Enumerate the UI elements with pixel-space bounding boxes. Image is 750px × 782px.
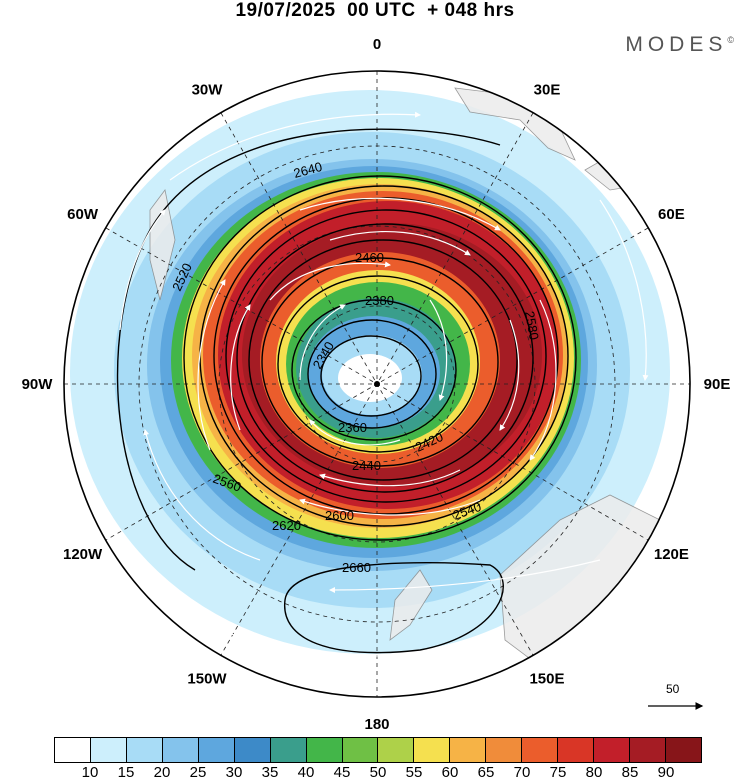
contour-label: 2360	[338, 420, 367, 435]
longitude-label: 120W	[63, 546, 103, 563]
shade-band	[338, 354, 402, 402]
colorbar-tick-label: 80	[585, 764, 603, 781]
colorbar-tick-label: 40	[297, 764, 315, 781]
brand-logo: MODES©	[625, 33, 734, 56]
contour-label: 2460	[355, 250, 384, 265]
colorbar-bin	[594, 738, 630, 762]
contour-label: 2600	[325, 508, 354, 523]
colorbar-tick-label: 35	[261, 764, 279, 781]
colorbar-tick-label: 10	[81, 764, 99, 781]
longitude-label: 60W	[67, 206, 99, 223]
contour-label: 2660	[342, 560, 371, 575]
longitude-label: 60E	[658, 206, 685, 223]
colorbar-tick-label: 55	[405, 764, 423, 781]
colorbar-bin	[558, 738, 595, 762]
colorbar-tick-label: 25	[189, 764, 207, 781]
colorbar-bin	[198, 738, 235, 762]
colorbar-bin	[378, 738, 415, 762]
colorbar-bin	[270, 738, 307, 762]
colorbar-tick-label: 45	[333, 764, 351, 781]
colorbar-bin	[522, 738, 559, 762]
land	[149, 87, 661, 671]
colorbar-tick-label: 15	[117, 764, 135, 781]
colorbar-tick-label: 50	[369, 764, 387, 781]
colorbar-tick-label: 70	[513, 764, 531, 781]
longitude-label: 90W	[22, 376, 54, 393]
colorbar-bin	[90, 738, 127, 762]
contour-label: 2580	[522, 310, 542, 341]
pole-dot	[374, 381, 380, 387]
longitude-label: 180	[364, 716, 389, 733]
longitude-label: 150E	[529, 670, 564, 687]
colorbar-bin	[665, 738, 701, 762]
colorbar-bin	[414, 738, 451, 762]
contour-label: 2640	[292, 159, 324, 181]
map-title: 19/07/2025 00 UTC + 048 hrs	[235, 0, 515, 21]
colorbar-bin	[630, 738, 666, 762]
contour-label: 2620	[272, 518, 301, 533]
colorbar-tick-label: 30	[225, 764, 243, 781]
colorbar-bin	[234, 738, 271, 762]
colorbar	[54, 737, 702, 763]
south-america	[149, 189, 176, 301]
colorbar-tick-label: 85	[621, 764, 639, 781]
colorbar-tick-label: 65	[477, 764, 495, 781]
longitude-label: 90E	[704, 376, 731, 393]
reference-vector-label: 50	[666, 682, 680, 696]
colorbar-tick-label: 90	[657, 764, 675, 781]
longitude-label: 30E	[534, 82, 561, 99]
longitude-labels: 0 30E 60E 90E 120E 150E 180 150W 120W 90W 60W 30W	[22, 36, 731, 733]
polar-map: 2340 2360 2380 2420 2440 2460 2520 2540 …	[22, 36, 731, 733]
map-outline	[63, 70, 691, 698]
colorbar-tick-label: 60	[441, 764, 459, 781]
colorbar-tick-label: 20	[153, 764, 171, 781]
colorbar-bin	[342, 738, 379, 762]
colorbar-bin	[55, 738, 91, 762]
contour-label: 2380	[365, 293, 394, 308]
colorbar-bin	[450, 738, 487, 762]
longitude-label: 120E	[654, 546, 689, 563]
colorbar-bin	[126, 738, 163, 762]
longitude-label: 0	[373, 36, 381, 53]
streamlines	[119, 111, 649, 657]
colorbar-bin	[486, 738, 523, 762]
longitude-label: 150W	[187, 670, 227, 687]
colorbar-tick-label: 75	[549, 764, 567, 781]
colorbar-bin	[162, 738, 199, 762]
contour-label: 2440	[352, 458, 381, 473]
longitude-label: 30W	[192, 82, 224, 99]
colorbar-bin	[306, 738, 343, 762]
colorbar-ticks: 10 15 20 25 30 35 40 45 50 55 60 65 70 75 80 85 90	[54, 764, 702, 782]
